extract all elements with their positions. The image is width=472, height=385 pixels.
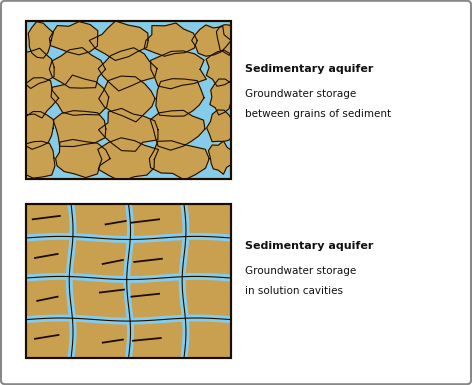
Polygon shape — [17, 78, 59, 118]
Polygon shape — [150, 110, 205, 150]
Text: Groundwater storage: Groundwater storage — [245, 266, 357, 276]
Text: Sedimentary aquifer: Sedimentary aquifer — [245, 64, 374, 74]
Polygon shape — [216, 25, 236, 55]
Polygon shape — [89, 21, 148, 60]
Polygon shape — [56, 139, 110, 177]
Polygon shape — [49, 48, 105, 88]
Polygon shape — [99, 76, 155, 122]
Polygon shape — [51, 75, 109, 116]
Text: in solution cavities: in solution cavities — [245, 286, 344, 296]
Text: between grains of sediment: between grains of sediment — [245, 109, 392, 119]
Polygon shape — [156, 79, 204, 116]
Polygon shape — [206, 50, 237, 86]
Polygon shape — [53, 110, 106, 147]
Polygon shape — [144, 23, 197, 56]
Polygon shape — [207, 110, 233, 142]
Polygon shape — [149, 141, 209, 180]
Polygon shape — [151, 51, 206, 89]
Polygon shape — [18, 141, 55, 178]
Bar — [26, 21, 231, 179]
Polygon shape — [192, 25, 231, 56]
Polygon shape — [98, 138, 159, 181]
Text: Groundwater storage: Groundwater storage — [245, 89, 357, 99]
Polygon shape — [50, 22, 98, 55]
Polygon shape — [209, 141, 234, 174]
Polygon shape — [210, 79, 232, 115]
Polygon shape — [18, 48, 54, 89]
Bar — [26, 204, 231, 358]
Polygon shape — [28, 22, 53, 58]
Bar — [26, 21, 231, 179]
Text: Sedimentary aquifer: Sedimentary aquifer — [245, 241, 374, 251]
Polygon shape — [98, 48, 157, 91]
Bar — [26, 204, 231, 358]
Polygon shape — [17, 112, 54, 149]
Polygon shape — [99, 109, 158, 151]
